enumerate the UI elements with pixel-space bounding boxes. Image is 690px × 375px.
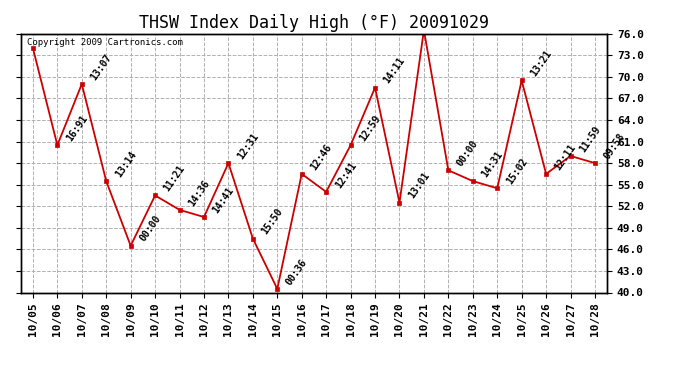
Text: 12:11: 12:11 xyxy=(553,142,578,172)
Text: 13:21: 13:21 xyxy=(529,48,553,78)
Text: 14:41: 14:41 xyxy=(211,185,236,215)
Text: 00:36: 00:36 xyxy=(284,257,309,287)
Text: 13:14: 13:14 xyxy=(113,149,138,179)
Text: Copyright 2009 Cartronics.com: Copyright 2009 Cartronics.com xyxy=(26,38,182,46)
Text: 12:46: 12:46 xyxy=(308,142,334,172)
Text: 15:02: 15:02 xyxy=(504,156,529,186)
Text: 13:07: 13:07 xyxy=(89,52,114,82)
Text: 14:11: 14:11 xyxy=(382,56,407,86)
Text: 16:91: 16:91 xyxy=(64,113,89,143)
Text: 11:59: 11:59 xyxy=(578,124,602,154)
Text: 00:00: 00:00 xyxy=(455,138,480,168)
Text: 11:21: 11:21 xyxy=(162,164,187,193)
Text: 00:00: 00:00 xyxy=(137,214,163,244)
Text: 12:59: 12:59 xyxy=(357,113,382,143)
Text: 09:58: 09:58 xyxy=(602,131,627,161)
Text: 15:50: 15:50 xyxy=(260,207,285,236)
Text: 13:01: 13:01 xyxy=(406,171,431,201)
Title: THSW Index Daily High (°F) 20091029: THSW Index Daily High (°F) 20091029 xyxy=(139,14,489,32)
Text: 12:41: 12:41 xyxy=(333,160,358,190)
Text: 14:31: 14:31 xyxy=(480,149,505,179)
Text: 14:31: 14:31 xyxy=(0,374,1,375)
Text: 14:36: 14:36 xyxy=(186,178,212,208)
Text: 12:31: 12:31 xyxy=(235,131,260,161)
